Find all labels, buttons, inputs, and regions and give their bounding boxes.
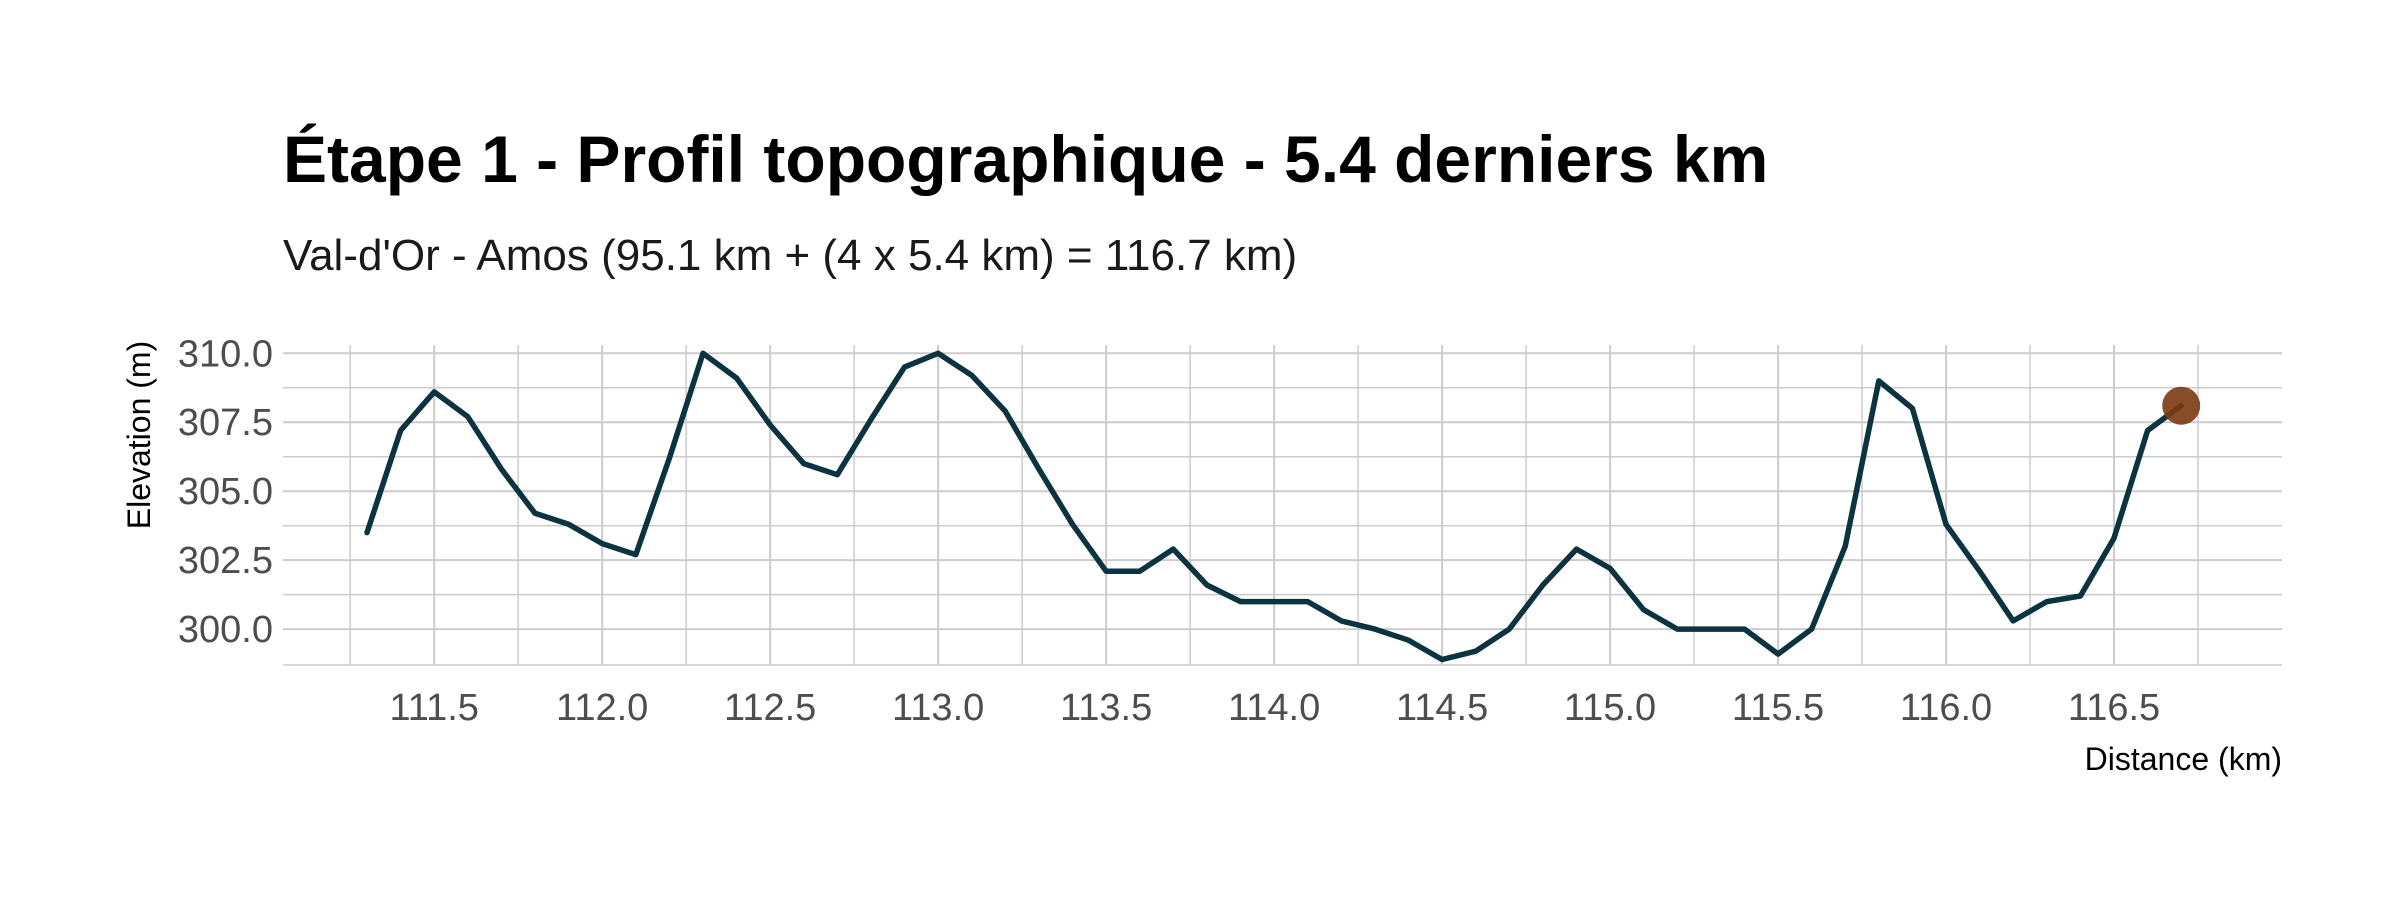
y-tick-label: 310.0	[178, 333, 273, 375]
y-axis-ticks: 300.0 302.5 305.0 307.5 310.0	[178, 333, 273, 651]
grid	[283, 345, 2282, 666]
x-tick-label: 111.5	[389, 687, 478, 729]
y-axis-title: Elevation (m)	[121, 341, 157, 530]
y-tick-label: 302.5	[178, 540, 273, 582]
x-tick-label: 113.0	[892, 687, 984, 729]
elevation-profile-line	[364, 350, 2184, 663]
y-tick-label: 307.5	[178, 402, 273, 444]
x-tick-label: 115.0	[1564, 687, 1656, 729]
x-tick-label: 115.5	[1732, 687, 1824, 729]
current-position-marker	[2162, 386, 2201, 425]
x-tick-label: 112.5	[724, 687, 816, 729]
x-axis-title: Distance (km)	[2085, 741, 2282, 777]
chart-title: Étape 1 - Profil topographique - 5.4 der…	[283, 122, 1768, 196]
x-tick-label: 113.5	[1060, 687, 1152, 729]
y-tick-label: 305.0	[178, 471, 273, 513]
x-tick-label: 114.5	[1396, 687, 1488, 729]
chart-subtitle: Val-d'Or - Amos (95.1 km + (4 x 5.4 km) …	[283, 231, 1297, 280]
x-tick-label: 112.0	[556, 687, 648, 729]
y-tick-label: 300.0	[178, 609, 273, 651]
x-tick-label: 116.0	[1900, 687, 1992, 729]
x-axis-ticks: 111.5 112.0 112.5 113.0 113.5 114.0 114.5 115.0…	[389, 687, 2160, 729]
x-tick-label: 116.5	[2068, 687, 2160, 729]
x-tick-label: 114.0	[1228, 687, 1320, 729]
